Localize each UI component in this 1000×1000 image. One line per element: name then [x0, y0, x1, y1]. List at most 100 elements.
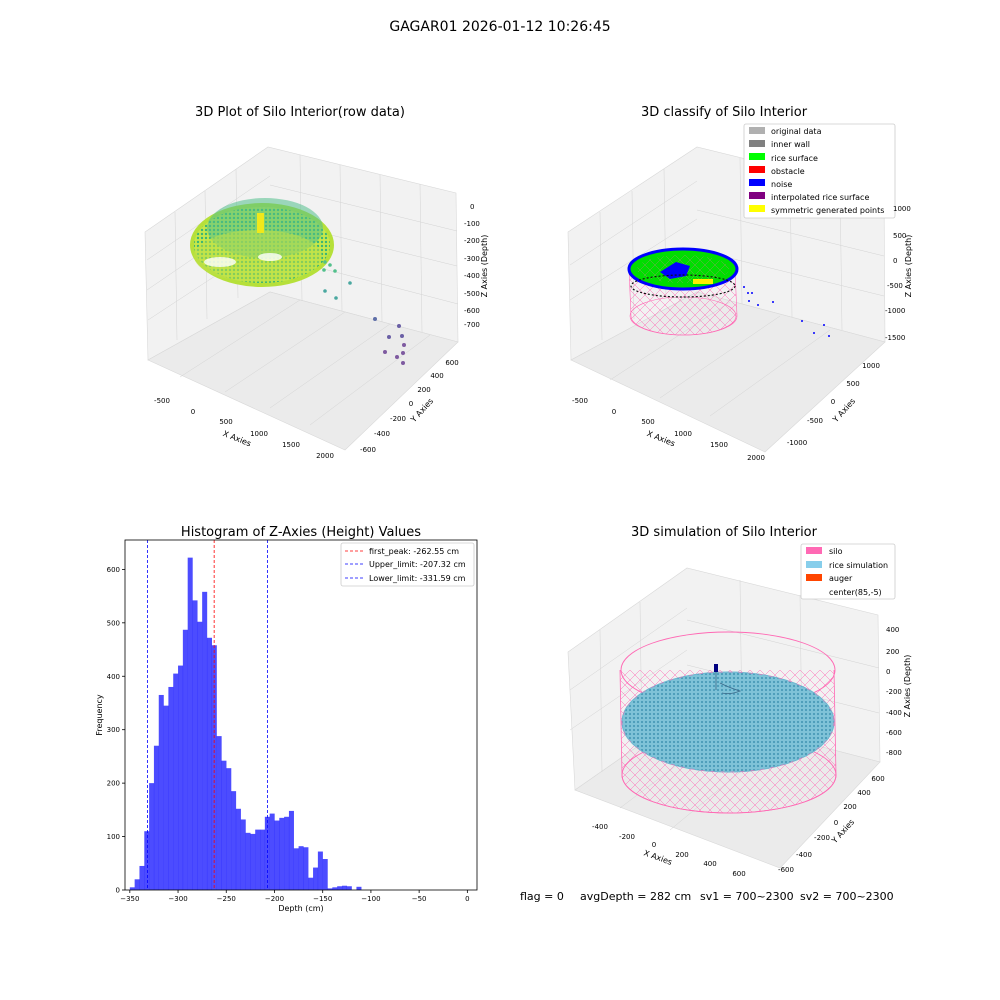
legend-swatch-interpolated: [749, 192, 765, 199]
p4-xtick: 400: [703, 860, 716, 868]
p2-ztick: 500: [893, 232, 906, 240]
panel2-grid: [569, 157, 885, 417]
p1-xtick: -500: [154, 397, 170, 405]
panel2-legend: original data inner wall rice surface ob…: [743, 123, 896, 219]
histogram-bar: [129, 887, 135, 890]
p4-ytick: 200: [843, 803, 856, 811]
panel4-title: 3D simulation of Silo Interior: [631, 525, 818, 540]
legend-swatch-original-data: [749, 127, 765, 134]
legend-label: center(85,-5): [829, 588, 882, 597]
histogram-bar: [317, 851, 323, 890]
p2-ztick: 1000: [893, 205, 911, 213]
legend-swatch-rice-surface: [749, 153, 765, 160]
histogram-bar: [240, 819, 246, 890]
figure-suptitle: GAGAR01 2026-01-12 10:26:45: [389, 19, 610, 35]
histogram-bar: [197, 621, 203, 890]
p4-xtick: 600: [732, 870, 745, 878]
p2-xtick: -500: [572, 397, 588, 405]
p2-xtick: 1000: [674, 430, 692, 438]
histogram-bar: [356, 886, 362, 890]
panel1-floor-pane: [147, 291, 459, 451]
histogram-bar: [144, 831, 150, 890]
histogram-bar: [341, 885, 348, 890]
p4-xtick: 200: [675, 851, 688, 859]
histogram-bar: [298, 846, 304, 890]
histogram-bar: [327, 888, 333, 890]
p4-xtick: -200: [619, 833, 635, 841]
p2-ztick: 0: [893, 257, 897, 265]
legend-upper-limit: Upper_limit: -207.32 cm: [369, 560, 466, 569]
p2-ytick: 500: [846, 380, 859, 388]
p1-ytick: -600: [360, 446, 376, 454]
histogram-bar: [293, 848, 299, 890]
histogram-bar: [322, 859, 328, 890]
histogram-bar: [245, 832, 251, 890]
legend-label: interpolated rice surface: [771, 193, 869, 202]
x-tick-label: 0: [465, 895, 469, 903]
histogram-bar: [153, 745, 159, 890]
x-tick-label: −100: [361, 895, 380, 903]
x-tick-label: −200: [265, 895, 284, 903]
histogram-bar: [279, 817, 285, 890]
p4-xtick: 0: [652, 841, 656, 849]
histogram-bar: [235, 808, 241, 890]
legend-first-peak: first_peak: -262.55 cm: [369, 547, 459, 556]
p4-ytick: 600: [871, 775, 884, 783]
histogram-bar: [206, 637, 212, 890]
histogram-bar: [303, 847, 309, 890]
p1-ztick: 0: [470, 203, 474, 211]
histogram-bar: [308, 877, 314, 890]
histogram-bar: [158, 694, 164, 890]
histogram-bar: [264, 816, 270, 890]
histogram-bar: [202, 591, 208, 890]
panel-raw-3d: 3D Plot of Silo Interior(row data): [144, 105, 489, 460]
legend-swatch-auger: [806, 574, 822, 581]
legend-swatch-obstacle: [749, 166, 765, 173]
p2-ytick: 1000: [862, 362, 880, 370]
status-line: flag = 0 avgDepth = 282 cm sv1 = 700~230…: [520, 890, 894, 903]
p1-ztick: -700: [464, 321, 480, 329]
p1-ytick: 200: [417, 386, 430, 394]
status-sv1: sv1 = 700~2300: [700, 890, 794, 903]
histogram-plot-frame: [124, 539, 478, 891]
p1-xtick: 2000: [316, 452, 334, 460]
legend-swatch-silo: [806, 547, 822, 554]
histogram-bar: [274, 820, 280, 890]
p1-zlabel: Z Axies (Depth): [480, 235, 489, 298]
p1-xtick: 500: [219, 418, 232, 426]
p4-ztick: -200: [886, 688, 902, 696]
panel2-silo-wireframe: [627, 247, 739, 336]
histogram-bar: [260, 829, 266, 890]
status-avg-depth: avgDepth = 282 cm: [580, 890, 691, 903]
legend-label: inner wall: [771, 140, 810, 149]
histogram-bar: [134, 879, 140, 890]
legend-label: rice simulation: [829, 561, 888, 570]
x-tick-label: −350: [120, 895, 139, 903]
p2-ytick: -500: [807, 417, 823, 425]
p1-ytick: 600: [445, 359, 458, 367]
p2-ytick: 0: [831, 398, 835, 406]
p4-ztick: -600: [886, 729, 902, 737]
panel1-title: 3D Plot of Silo Interior(row data): [195, 105, 405, 120]
p4-xlabel: X Axies: [642, 848, 673, 867]
p1-ytick: -200: [390, 415, 406, 423]
histogram-bar: [182, 629, 188, 890]
legend-swatch-noise: [749, 179, 765, 186]
panel3-title: Histogram of Z-Axies (Height) Values: [181, 525, 421, 540]
status-sv2: sv2 = 700~2300: [800, 890, 894, 903]
histogram-bar: [313, 867, 319, 890]
legend-swatch-symmetric: [749, 205, 765, 212]
y-tick-label: 400: [107, 673, 120, 681]
p1-ytick: 0: [409, 400, 413, 408]
legend-label: obstacle: [771, 167, 805, 176]
p4-ytick: 400: [857, 789, 870, 797]
p1-xlabel: X Axies: [222, 429, 253, 448]
p2-ztick: -500: [887, 282, 903, 290]
histogram-ylabel: Frequency: [95, 694, 104, 736]
x-tick-label: −250: [217, 895, 236, 903]
histogram-x-ticks: −350 −300 −250 −200 −150 −100 −50 0: [120, 890, 470, 903]
histogram-bar: [337, 886, 343, 890]
histogram-bar: [173, 673, 179, 890]
legend-swatch-rice-simulation: [806, 561, 822, 568]
p1-ytick: 400: [430, 372, 443, 380]
